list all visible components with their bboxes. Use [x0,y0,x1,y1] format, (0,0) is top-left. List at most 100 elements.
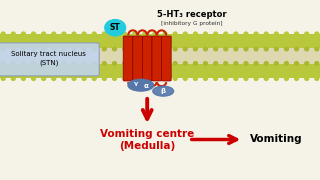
Ellipse shape [72,62,76,65]
Ellipse shape [305,76,308,80]
Ellipse shape [244,47,248,51]
Ellipse shape [183,76,187,80]
Ellipse shape [82,47,86,51]
Text: α: α [143,83,148,89]
Ellipse shape [52,62,56,65]
Text: [inhibitory G protein]: [inhibitory G protein] [161,21,223,26]
Ellipse shape [264,32,268,36]
Ellipse shape [12,62,15,65]
Ellipse shape [113,62,116,65]
Ellipse shape [143,32,147,36]
Ellipse shape [113,47,116,51]
Ellipse shape [173,76,177,80]
FancyBboxPatch shape [162,36,171,81]
Ellipse shape [295,47,299,51]
Ellipse shape [62,32,66,36]
Ellipse shape [224,62,228,65]
Ellipse shape [133,62,137,65]
Ellipse shape [204,76,207,80]
Ellipse shape [62,62,66,65]
Ellipse shape [214,47,218,51]
Ellipse shape [214,32,218,36]
Ellipse shape [123,76,126,80]
Ellipse shape [92,62,96,65]
Ellipse shape [194,47,197,51]
Ellipse shape [173,47,177,51]
Ellipse shape [105,20,125,36]
Ellipse shape [133,47,137,51]
Text: Vomiting: Vomiting [250,134,302,145]
Ellipse shape [123,47,126,51]
Ellipse shape [82,62,86,65]
Ellipse shape [264,62,268,65]
Ellipse shape [305,47,308,51]
Ellipse shape [275,32,278,36]
Ellipse shape [163,62,167,65]
Ellipse shape [143,62,147,65]
Ellipse shape [163,47,167,51]
Text: ST: ST [110,23,121,32]
Ellipse shape [244,62,248,65]
Ellipse shape [153,62,157,65]
Ellipse shape [42,32,45,36]
Ellipse shape [12,32,15,36]
Text: β: β [161,88,166,94]
Text: Vomiting centre
(Medulla): Vomiting centre (Medulla) [100,129,194,151]
Ellipse shape [163,32,167,36]
Ellipse shape [264,47,268,51]
FancyBboxPatch shape [0,34,320,48]
Ellipse shape [264,76,268,80]
Ellipse shape [128,79,154,91]
FancyBboxPatch shape [152,36,162,81]
Text: Solitary tract nucleus
(STN): Solitary tract nucleus (STN) [11,51,86,66]
Ellipse shape [92,32,96,36]
Ellipse shape [133,32,137,36]
Ellipse shape [1,32,5,36]
Ellipse shape [163,76,167,80]
Ellipse shape [21,32,25,36]
Ellipse shape [234,62,238,65]
Ellipse shape [52,47,56,51]
Ellipse shape [72,32,76,36]
Ellipse shape [21,62,25,65]
Ellipse shape [21,47,25,51]
FancyBboxPatch shape [133,36,142,81]
FancyBboxPatch shape [123,36,133,81]
Ellipse shape [204,62,207,65]
Ellipse shape [123,32,126,36]
Ellipse shape [52,76,56,80]
Ellipse shape [284,76,288,80]
Ellipse shape [32,32,36,36]
Ellipse shape [194,32,197,36]
Ellipse shape [204,32,207,36]
Ellipse shape [102,76,106,80]
Ellipse shape [295,62,299,65]
Ellipse shape [254,32,258,36]
Ellipse shape [183,47,187,51]
Ellipse shape [305,62,308,65]
Ellipse shape [62,76,66,80]
Ellipse shape [32,62,36,65]
Ellipse shape [143,47,147,51]
Ellipse shape [234,47,238,51]
Ellipse shape [234,32,238,36]
Ellipse shape [143,76,147,80]
Ellipse shape [305,32,308,36]
Ellipse shape [315,47,319,51]
Ellipse shape [42,76,45,80]
Ellipse shape [1,62,5,65]
Ellipse shape [1,76,5,80]
Ellipse shape [72,76,76,80]
Text: 5-HT₃ receptor: 5-HT₃ receptor [157,10,227,19]
Ellipse shape [153,86,173,96]
Ellipse shape [133,76,137,80]
Ellipse shape [254,76,258,80]
Ellipse shape [315,62,319,65]
Ellipse shape [244,32,248,36]
Ellipse shape [254,47,258,51]
Ellipse shape [123,62,126,65]
Ellipse shape [194,62,197,65]
Ellipse shape [153,47,157,51]
Ellipse shape [275,62,278,65]
Ellipse shape [42,47,45,51]
